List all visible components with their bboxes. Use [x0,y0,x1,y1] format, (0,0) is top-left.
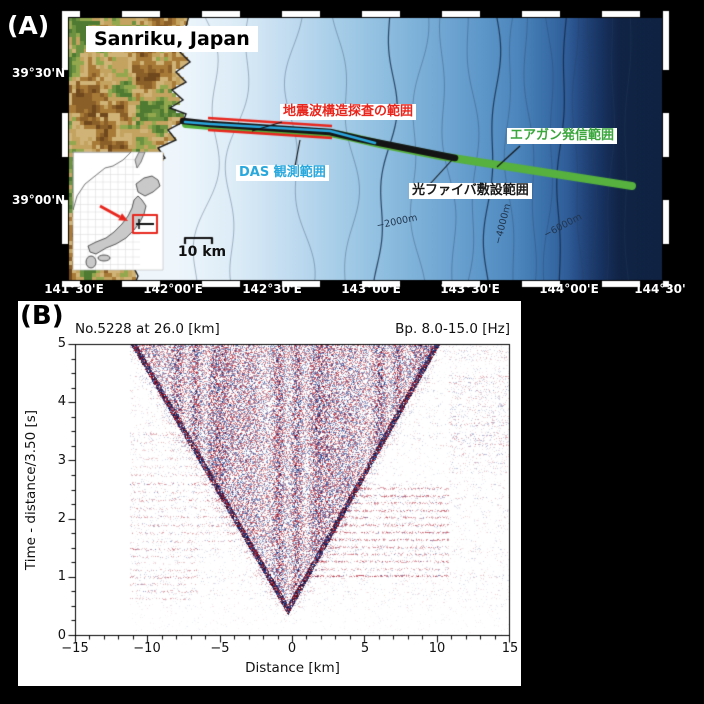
ytick-0: 0 [57,628,66,643]
ytick-5: 5 [57,336,66,351]
lon-label-142-30: 142°30'E [242,282,302,296]
seismic-survey-range-label: 地震波構造探査の範囲 [280,104,417,120]
scale-bar-label: 10 km [177,244,227,260]
map-title: Sanriku, Japan [86,26,258,52]
lon-label-143-30: 143°30'E [440,282,500,296]
lon-label-144-30: 144°30' [634,282,686,296]
ytick-3: 3 [57,453,66,468]
lat-label-39-00: 39°00'N [12,193,66,207]
das-observation-range-label: DAS 観測範囲 [236,165,329,181]
optical-fiber-range-label: 光ファイバ敷設範囲 [409,183,532,199]
panel-b-card: (B) No.5228 at 26.0 [km] Bp. 8.0-15.0 [H… [18,301,521,686]
panel-b-label: (B) [20,301,64,331]
lon-label-144-00: 144°00'E [539,282,599,296]
ytick-1: 1 [57,569,66,584]
lat-label-39-30: 39°30'N [12,66,66,80]
ytick-2: 2 [57,511,66,526]
xtick-5: 5 [360,641,370,656]
bathymetry-map-canvas [61,10,670,288]
lon-label-143-00: 143°00'E [341,282,401,296]
xtick-15: 15 [501,641,519,656]
shot-number-title: No.5228 at 26.0 [km] [75,321,220,337]
y-axis-title: Time - distance/3.50 [s] [23,409,39,571]
seismic-record-canvas [65,334,520,646]
panel-a-label: (A) [7,11,50,40]
xtick-m15: −15 [61,641,89,656]
airgun-shooting-range-label: エアガン発信範囲 [507,128,618,144]
bandpass-title: Bp. 8.0-15.0 [Hz] [395,321,510,337]
x-axis-title: Distance [km] [245,660,340,676]
xtick-m10: −10 [133,641,161,656]
lon-label-141-30: 141°30'E [44,282,104,296]
ytick-4: 4 [57,394,66,409]
xtick-10: 10 [428,641,446,656]
xtick-m5: −5 [210,641,230,656]
xtick-0: 0 [287,641,297,656]
lon-label-142-00: 142°00'E [143,282,203,296]
